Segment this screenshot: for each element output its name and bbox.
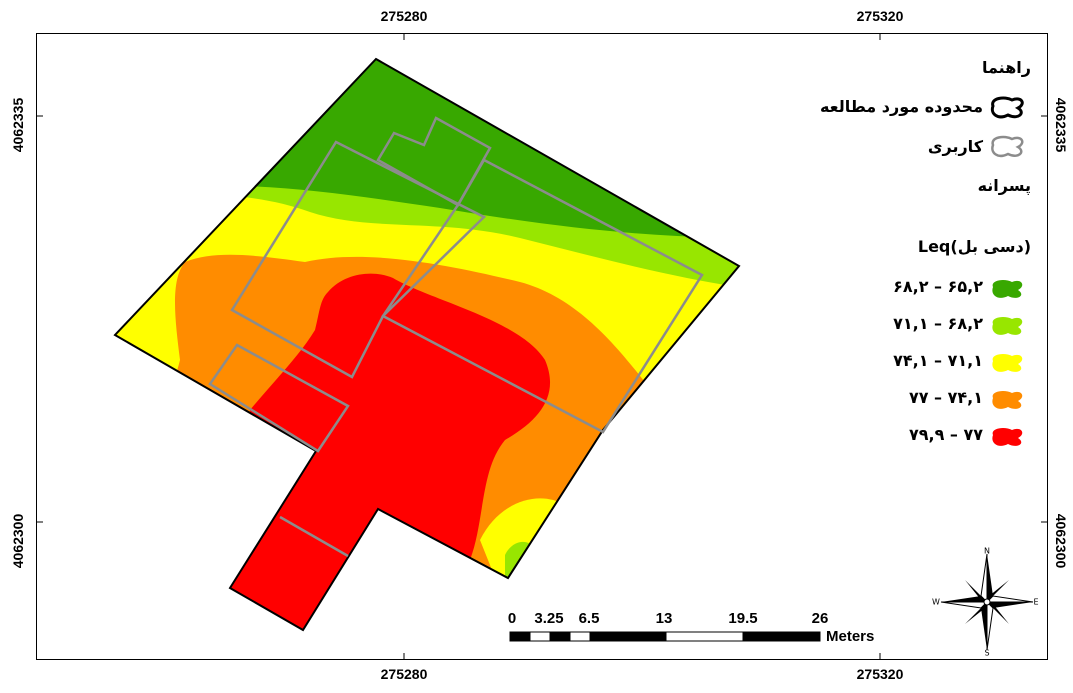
x-coord-bottom-2: 275320 (856, 666, 904, 682)
scale-label-4: 19.5 (728, 610, 758, 627)
boundary-symbol-icon (990, 96, 1024, 119)
legend-class-label-4: ۷۴,۱ – ۷۷ (908, 388, 983, 407)
south-label: S (984, 648, 990, 658)
legend-swatch-1 (992, 279, 1023, 298)
scale-bar (509, 631, 821, 642)
legend-title: راهنما (981, 58, 1031, 77)
legend-layer-title: پسرانه (977, 176, 1031, 195)
north-arrow-icon (940, 553, 1034, 651)
zone-lightgreen-pocket (505, 541, 536, 590)
legend-swatch-5 (992, 427, 1023, 446)
scale-label-1: 3.25 (534, 610, 564, 627)
landuse-parcel-2 (376, 116, 492, 207)
legend-swatch-4 (992, 390, 1023, 409)
scale-label-3: 13 (655, 610, 673, 627)
legend-boundary-label: محدوده مورد مطالعه (819, 97, 983, 116)
legend-class-label-2: ۶۸,۲ – ۷۱,۱ (893, 314, 983, 333)
legend-class-label-5: ۷۷ – ۷۹,۹ (908, 425, 983, 444)
legend-landuse-label: کاربری (927, 137, 983, 156)
scale-label-2: 6.5 (578, 610, 600, 627)
x-coord-top-2: 275320 (856, 8, 904, 24)
landuse-parcels (208, 116, 704, 558)
legend-class-label-3: ۷۱,۱ – ۷۴,۱ (893, 351, 983, 370)
scale-label-0: 0 (507, 610, 517, 627)
x-coord-bottom-1: 275280 (380, 666, 428, 682)
east-label: E (1033, 597, 1039, 607)
north-label: N (984, 546, 990, 556)
landuse-symbol-icon (991, 135, 1024, 158)
landuse-parcel-3 (381, 158, 704, 434)
legend-symbols (990, 96, 1024, 446)
landuse-parcel-4 (208, 343, 350, 453)
scale-label-5: 26 (811, 610, 829, 627)
landuse-parcel-line (279, 515, 349, 558)
x-coord-top-1: 275280 (380, 8, 428, 24)
map-frame (36, 33, 1048, 660)
legend-class-label-1: ۶۵,۲ – ۶۸,۲ (893, 277, 983, 296)
grid-ticks (36, 33, 1048, 660)
study-area-boundary (113, 57, 741, 632)
legend-swatch-2 (992, 316, 1023, 335)
legend-leq-title: Leq(دسی بل) (917, 237, 1031, 256)
legend-swatch-3 (992, 353, 1023, 372)
west-label: W (932, 597, 940, 607)
scale-unit: Meters (826, 628, 875, 645)
